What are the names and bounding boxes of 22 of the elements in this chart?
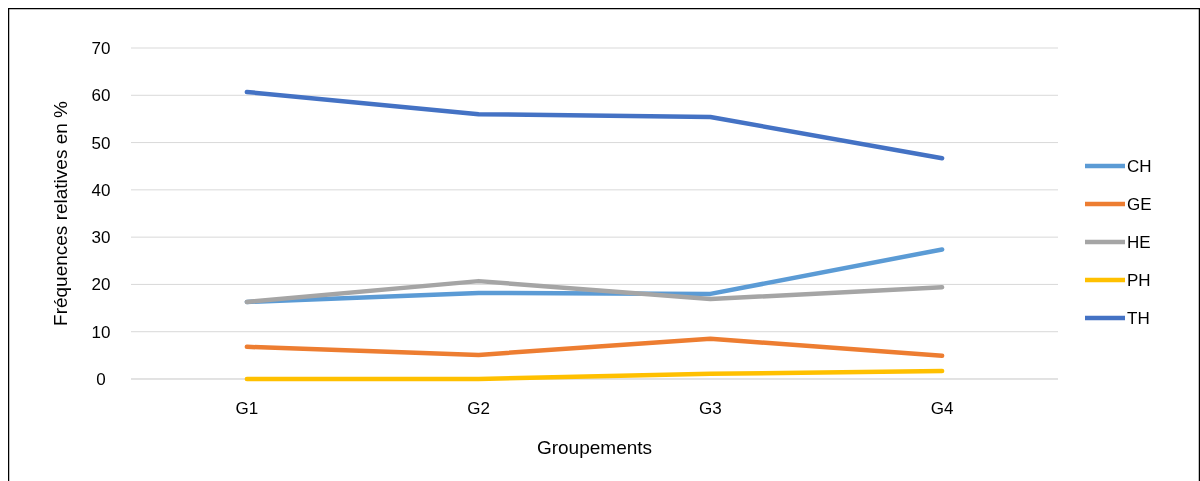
y-tick-label: 60 [91,86,111,106]
y-tick-label: 0 [96,369,106,389]
y-tick-label: 20 [91,275,111,295]
x-tick-label: G1 [235,399,259,418]
legend-label: CH [1127,156,1152,176]
x-tick-label: G3 [699,399,722,418]
legend-label: GE [1127,194,1152,214]
y-axis-title: Fréquences relatives en % [50,100,71,326]
line-series [244,278,945,305]
x-tick-label: G4 [930,399,954,418]
x-tick-label: G2 [467,399,490,418]
y-tick-label: 40 [91,180,111,200]
line-series [244,89,945,161]
x-axis-title: Groupements [536,437,653,458]
legend-label: TH [1127,308,1150,328]
legend-label: HE [1127,232,1151,252]
y-tick-label: 30 [91,228,111,248]
legend-label: PH [1127,270,1151,290]
y-tick-label: 10 [91,322,111,342]
y-tick-label: 50 [91,133,111,153]
y-tick-label: 70 [91,38,111,58]
line-series [244,336,945,359]
